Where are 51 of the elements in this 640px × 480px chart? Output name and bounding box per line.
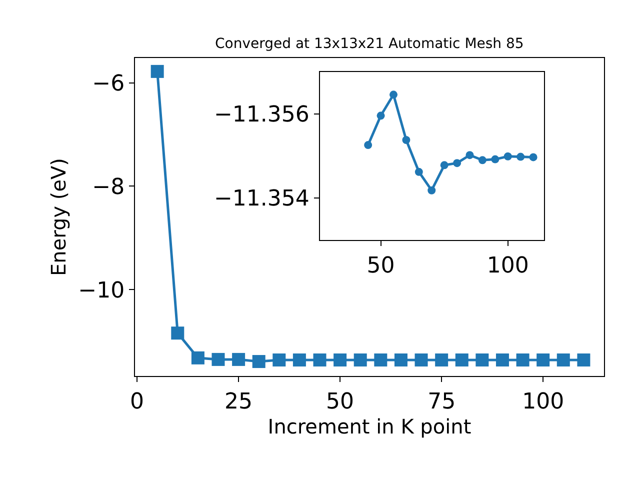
point — [414, 353, 428, 366]
point — [374, 353, 388, 366]
y-tick-label: −11.354 — [214, 186, 310, 212]
point — [536, 353, 550, 366]
point — [529, 153, 538, 162]
point — [334, 353, 347, 366]
point — [313, 353, 326, 366]
point — [212, 352, 225, 366]
point — [292, 353, 306, 366]
point — [272, 353, 286, 366]
x-tick-label: 50 — [326, 389, 354, 414]
x-tick-label: 25 — [224, 389, 253, 414]
point — [478, 156, 486, 164]
y-tick-label: −8 — [92, 174, 125, 200]
x-tick-label: 75 — [428, 389, 456, 414]
point — [414, 168, 423, 176]
x-tick-label: 50 — [366, 253, 395, 278]
point — [491, 155, 500, 164]
point — [440, 161, 448, 170]
point — [252, 355, 266, 368]
point — [428, 186, 436, 194]
point — [191, 351, 204, 364]
point — [453, 159, 462, 168]
point — [364, 141, 372, 150]
point — [171, 326, 184, 340]
point — [394, 353, 408, 366]
point — [455, 353, 468, 366]
y-tick-label: −6 — [92, 72, 125, 97]
x-tick-label: 0 — [130, 389, 144, 414]
x-tick-label: 100 — [486, 253, 529, 278]
point — [476, 353, 489, 366]
point — [516, 353, 530, 366]
point — [577, 353, 590, 366]
point — [402, 136, 410, 144]
point — [496, 353, 509, 366]
point — [556, 353, 570, 366]
point — [504, 152, 512, 160]
point — [354, 353, 367, 366]
point — [466, 151, 474, 160]
point — [435, 353, 448, 366]
chart-title: Converged at 13x13x21 Automatic Mesh 85 — [215, 36, 524, 52]
x-axis-title: Increment in K point — [268, 414, 472, 438]
y-tick-label: −10 — [78, 278, 125, 304]
point — [232, 352, 246, 366]
point — [376, 112, 385, 120]
point — [390, 90, 398, 99]
point — [516, 152, 525, 161]
y-axis-title: Energy (eV) — [46, 158, 71, 276]
y-tick-label: −11.356 — [214, 102, 310, 128]
x-tick-label: 100 — [522, 389, 564, 414]
point — [150, 64, 164, 78]
